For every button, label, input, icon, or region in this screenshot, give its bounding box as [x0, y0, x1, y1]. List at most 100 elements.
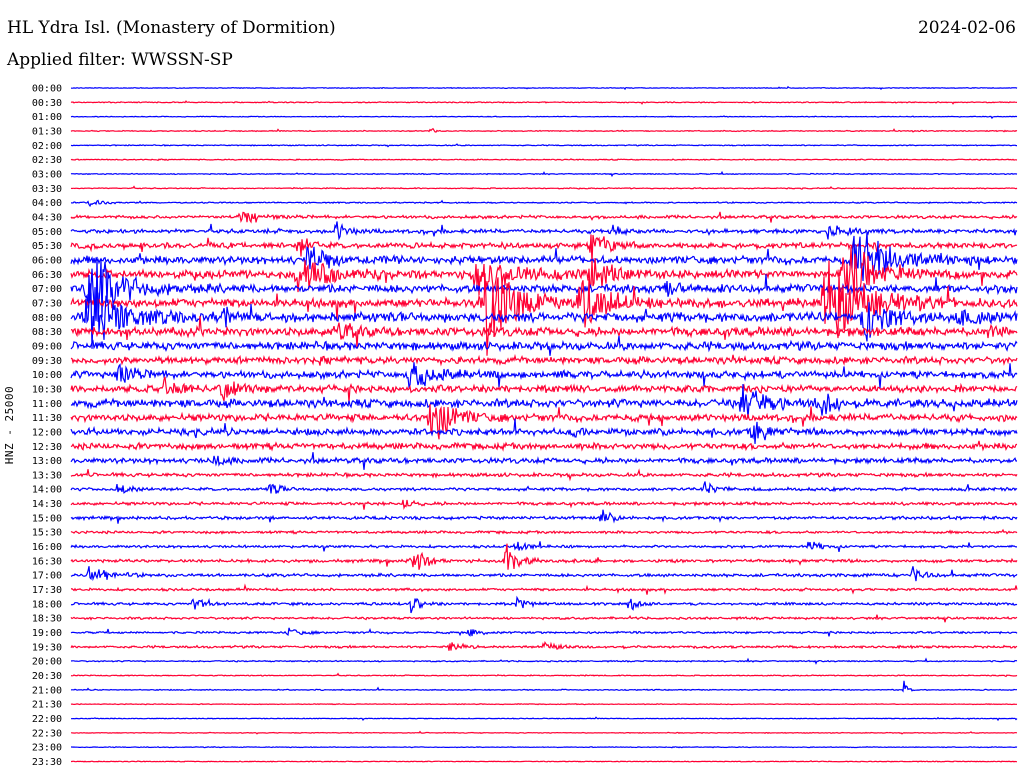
- trace-row-1700: [70, 566, 1018, 582]
- trace-row-1500: [70, 509, 1018, 524]
- row-time-label: 19:30: [32, 642, 62, 653]
- row-time-label: 23:00: [32, 743, 62, 754]
- trace-row-0330: [70, 185, 1018, 190]
- trace-row-2200: [71, 716, 1018, 722]
- row-time-label: 00:30: [32, 98, 62, 109]
- row-time-label: 07:30: [32, 298, 62, 309]
- trace-row-0900: [70, 335, 1018, 356]
- row-time-label: 14:00: [32, 485, 62, 496]
- trace-row-1230: [70, 440, 1018, 452]
- trace-row-1730: [70, 583, 1018, 595]
- trace-row-2100: [70, 680, 1017, 693]
- trace-row-2330: [71, 760, 1017, 763]
- trace-row-1300: [70, 452, 1017, 470]
- record-date: 2024-02-06: [917, 18, 1016, 38]
- trace-row-1900: [70, 627, 1018, 637]
- row-time-label: 10:00: [32, 370, 62, 381]
- row-time-label: 15:00: [32, 513, 62, 524]
- time-axis: 00:00 00:30 01:00 01:30 02:00 02:30 03:00 03:30…: [32, 84, 62, 769]
- row-time-label: 01:00: [32, 112, 62, 123]
- row-time-label: 11:30: [32, 413, 62, 424]
- row-time-label: 08:00: [32, 313, 62, 324]
- trace-row-0500: [70, 221, 1018, 241]
- row-time-label: 00:00: [32, 84, 62, 95]
- row-time-label: 04:30: [32, 212, 62, 223]
- row-time-label: 11:00: [32, 399, 62, 410]
- trace-row-0400: [70, 199, 1018, 208]
- trace-row-1600: [70, 541, 1017, 553]
- row-time-label: 07:00: [32, 284, 62, 295]
- row-time-label: 06:00: [32, 255, 62, 266]
- trace-row-0600: [70, 231, 1018, 282]
- row-time-label: 12:30: [32, 442, 62, 453]
- row-time-label: 13:30: [32, 470, 62, 481]
- trace-row-2030: [70, 672, 1018, 678]
- row-time-label: 02:30: [32, 155, 62, 166]
- trace-row-0430: [70, 211, 1018, 224]
- row-time-label: 15:30: [32, 528, 62, 539]
- trace-row-0200: [70, 143, 1017, 148]
- row-time-label: 05:30: [32, 241, 62, 252]
- row-time-label: 17:00: [32, 571, 62, 582]
- row-time-label: 21:00: [32, 685, 62, 696]
- trace-row-1830: [70, 614, 1018, 623]
- trace-row-0730: [70, 260, 1018, 356]
- trace-row-1100: [70, 383, 1018, 418]
- row-time-label: 02:00: [32, 141, 62, 152]
- trace-row-0300: [70, 170, 1018, 178]
- trace-row-0230: [70, 158, 1018, 162]
- trace-row-0030: [70, 100, 1018, 105]
- trace-row-1530: [70, 528, 1018, 535]
- row-time-label: 06:30: [32, 270, 62, 281]
- trace-row-2000: [70, 657, 1018, 665]
- filter-label: Applied filter: WWSSN-SP: [7, 50, 233, 70]
- row-time-label: 16:30: [32, 556, 62, 567]
- trace-row-0930: [70, 353, 1018, 367]
- trace-row-0100: [70, 115, 1018, 120]
- trace-row-1200: [70, 418, 1018, 444]
- trace-row-0130: [70, 127, 1018, 133]
- row-time-label: 05:00: [32, 227, 62, 238]
- row-time-label: 21:30: [32, 700, 62, 711]
- row-time-label: 13:00: [32, 456, 62, 467]
- row-time-label: 18:30: [32, 614, 62, 625]
- row-time-label: 08:30: [32, 327, 62, 338]
- trace-row-0700: [70, 256, 1018, 322]
- row-time-label: 17:30: [32, 585, 62, 596]
- seismogram-traces: [70, 85, 1018, 763]
- row-time-label: 20:30: [32, 671, 62, 682]
- trace-row-1430: [70, 499, 1018, 510]
- row-time-label: 20:00: [32, 657, 62, 668]
- station-title: HL Ydra Isl. (Monastery of Dormition): [7, 18, 336, 38]
- row-time-label: 10:30: [32, 384, 62, 395]
- row-time-label: 22:30: [32, 728, 62, 739]
- trace-row-2130: [70, 703, 1017, 706]
- trace-row-1930: [70, 640, 1018, 651]
- row-time-label: 03:30: [32, 184, 62, 195]
- row-time-label: 09:00: [32, 341, 62, 352]
- trace-row-0630: [70, 247, 1018, 297]
- trace-row-2300: [71, 746, 1018, 749]
- row-time-label: 19:00: [32, 628, 62, 639]
- trace-row-2230: [71, 730, 1018, 735]
- trace-row-1630: [70, 543, 1018, 570]
- trace-row-1330: [70, 468, 1018, 482]
- trace-row-0000: [70, 85, 1018, 91]
- trace-row-0830: [70, 316, 1018, 349]
- trace-row-1000: [70, 362, 1018, 390]
- row-time-label: 04:00: [32, 198, 62, 209]
- row-time-label: 18:00: [32, 599, 62, 610]
- row-time-label: 14:30: [32, 499, 62, 510]
- row-time-label: 01:30: [32, 126, 62, 137]
- trace-row-1800: [70, 595, 1018, 614]
- row-time-label: 09:30: [32, 356, 62, 367]
- trace-row-0800: [70, 283, 1018, 349]
- row-time-label: 12:00: [32, 427, 62, 438]
- row-time-label: 03:00: [32, 169, 62, 180]
- trace-row-1030: [70, 376, 1018, 403]
- row-time-label: 16:00: [32, 542, 62, 553]
- row-time-label: 22:00: [32, 714, 62, 725]
- trace-row-1130: [70, 403, 1018, 440]
- row-time-label: 23:30: [32, 757, 62, 768]
- trace-row-1400: [70, 481, 1018, 494]
